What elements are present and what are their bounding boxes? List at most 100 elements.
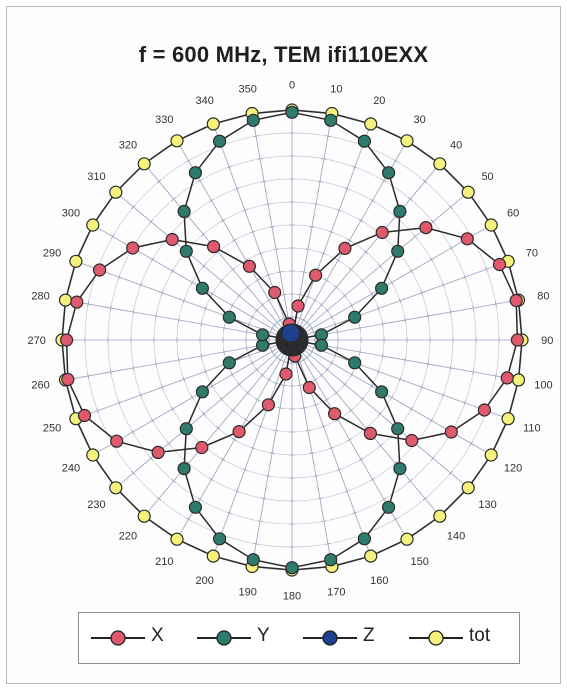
grid-tick	[204, 368, 207, 374]
grid-tick	[429, 257, 434, 262]
grid-tick	[96, 408, 99, 414]
angle-label-110: 110	[523, 422, 541, 434]
angle-label-80: 80	[537, 291, 549, 303]
grid-tick	[378, 411, 383, 417]
point-tot-100	[511, 373, 526, 387]
grid-tick	[448, 470, 453, 476]
grid-tick	[247, 353, 251, 359]
grid-tick	[230, 372, 234, 377]
grid-tick	[265, 203, 271, 205]
grid-tick	[370, 477, 375, 482]
point-x-20	[309, 268, 323, 282]
grid-tick	[210, 383, 214, 389]
point-x-80	[509, 293, 523, 308]
point-y-230	[179, 422, 193, 436]
point-x-310	[165, 232, 179, 247]
grid-tick	[223, 325, 225, 331]
grid-tick	[186, 461, 191, 466]
grid-tick	[408, 197, 413, 201]
grid-tick	[254, 308, 259, 313]
grid-tick	[200, 353, 203, 359]
legend: X Y Z tot	[78, 612, 520, 664]
angle-spokes	[62, 110, 522, 570]
point-y-340	[213, 134, 227, 148]
grid-tick	[409, 406, 414, 412]
grid-tick	[257, 157, 263, 160]
grid-tick	[495, 301, 497, 307]
point-y-40	[393, 204, 407, 218]
grid-tick	[398, 298, 402, 304]
grid-tick	[320, 425, 326, 428]
grid-tick	[132, 365, 135, 371]
angle-label-200: 200	[196, 575, 214, 587]
point-x-100	[500, 371, 514, 385]
grid-tick	[117, 400, 121, 406]
grid-tick	[223, 349, 225, 355]
grid-tick	[330, 314, 334, 320]
point-tot-240	[86, 448, 100, 462]
grid-tick	[324, 398, 329, 402]
grid-tick	[297, 293, 303, 296]
grid-tick	[155, 313, 157, 319]
grid-tick	[171, 197, 176, 201]
angle-label-70: 70	[526, 248, 538, 260]
grid-tick	[182, 298, 186, 304]
grid-tick	[389, 280, 394, 285]
angle-label-350: 350	[238, 84, 256, 96]
grid-tick	[177, 357, 180, 363]
grid-tick	[245, 285, 250, 290]
grid-tick	[309, 452, 315, 455]
grid-tick	[336, 468, 342, 471]
point-x-220	[195, 440, 209, 455]
grid-tick	[245, 345, 248, 351]
grid-tick	[258, 252, 264, 255]
point-y-190	[246, 553, 260, 567]
grid-tick	[381, 353, 384, 359]
grid-tick	[186, 214, 191, 219]
point-y-210	[188, 500, 202, 514]
grid-tick	[257, 520, 263, 523]
grid-tick	[273, 248, 279, 251]
point-x-290	[92, 263, 107, 277]
point-y-160	[357, 532, 371, 546]
grid-tick	[260, 302, 265, 307]
point-tot-220	[137, 509, 151, 523]
grid-tick	[132, 309, 135, 315]
point-x-160	[302, 380, 316, 395]
grid-tick	[427, 361, 429, 367]
grid-tick	[247, 321, 251, 327]
grid-tick	[261, 180, 267, 183]
point-y-280	[256, 328, 270, 342]
point-tot-330	[170, 134, 184, 148]
grid-tick	[230, 408, 236, 413]
point-tot-300	[86, 218, 100, 232]
grid-tick	[442, 282, 445, 288]
angle-label-90: 90	[541, 335, 553, 347]
point-x-280	[70, 295, 84, 309]
grid-tick	[319, 373, 324, 378]
angle-label-170: 170	[327, 586, 345, 598]
point-x-240	[110, 434, 124, 448]
grid-tick	[422, 179, 428, 184]
point-x-330	[242, 259, 256, 273]
series-y	[177, 105, 407, 575]
grid-tick	[449, 309, 452, 315]
grid-tick	[150, 418, 155, 423]
legend-label-y: Y	[257, 625, 270, 646]
grid-tick	[305, 295, 311, 299]
grid-tick	[472, 305, 475, 311]
grid-tick	[269, 452, 275, 455]
grid-tick	[281, 293, 287, 296]
grid-tick	[381, 179, 387, 183]
angle-label-300: 300	[62, 207, 80, 219]
grid-tick	[242, 209, 248, 212]
grid-tick	[200, 321, 203, 327]
point-x-200	[261, 398, 275, 412]
grid-tick	[413, 234, 418, 239]
grid-tick	[87, 301, 89, 307]
grid-tick	[348, 267, 354, 272]
point-x-50	[419, 221, 433, 235]
grid-tick	[350, 303, 354, 308]
point-y-110	[348, 356, 362, 370]
grid-tick	[109, 305, 112, 311]
